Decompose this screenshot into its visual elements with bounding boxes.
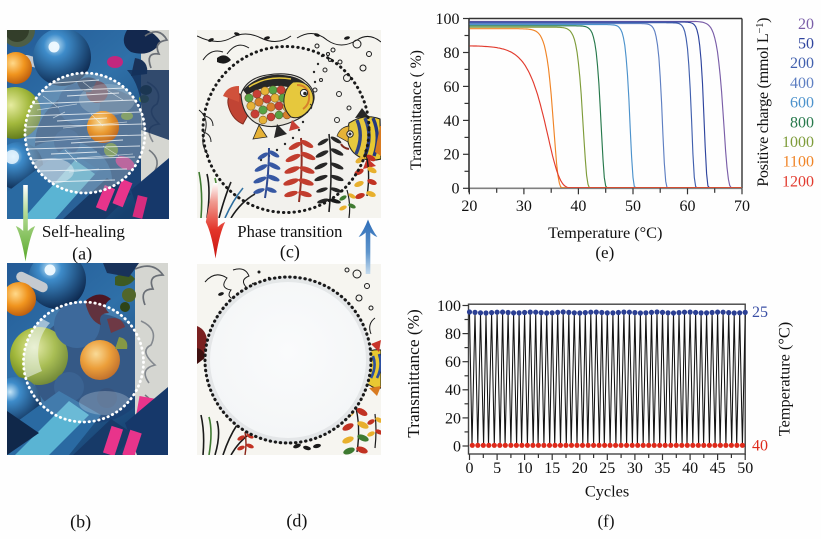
svg-text:100: 100	[437, 298, 461, 315]
svg-text:25: 25	[752, 304, 768, 321]
svg-text:60: 60	[680, 198, 696, 215]
svg-text:0: 0	[466, 460, 474, 477]
svg-text:30: 30	[516, 198, 532, 215]
svg-text:400: 400	[790, 75, 814, 92]
svg-text:Transmittance (%): Transmittance (%)	[404, 309, 423, 437]
svg-text:80: 80	[444, 45, 460, 62]
svg-text:40: 40	[682, 460, 698, 477]
svg-text:200: 200	[790, 55, 814, 72]
svg-text:Temperature (°C): Temperature (°C)	[775, 322, 794, 436]
svg-text:Temperature (°C): Temperature (°C)	[548, 223, 662, 242]
svg-text:80: 80	[445, 326, 461, 343]
svg-text:Transmittance ( %): Transmittance ( %)	[408, 50, 425, 170]
svg-text:10: 10	[517, 460, 533, 477]
svg-text:1000: 1000	[782, 134, 814, 151]
svg-text:35: 35	[655, 460, 671, 477]
svg-text:40: 40	[752, 437, 768, 454]
svg-text:600: 600	[790, 95, 814, 112]
svg-text:50: 50	[798, 36, 814, 53]
svg-text:70: 70	[734, 198, 750, 215]
svg-text:40: 40	[445, 382, 461, 399]
svg-text:1100: 1100	[783, 154, 814, 171]
svg-text:20: 20	[445, 410, 461, 427]
svg-text:50: 50	[737, 460, 753, 477]
svg-text:30: 30	[627, 460, 643, 477]
svg-text:1200: 1200	[782, 173, 814, 190]
svg-text:20: 20	[444, 147, 460, 164]
svg-text:(e): (e)	[595, 243, 614, 262]
svg-text:40: 40	[570, 198, 586, 215]
svg-text:100: 100	[436, 11, 460, 28]
svg-text:60: 60	[445, 354, 461, 371]
svg-text:(f): (f)	[598, 512, 615, 531]
svg-text:20: 20	[461, 198, 477, 215]
svg-text:20: 20	[798, 16, 814, 33]
svg-text:15: 15	[544, 460, 560, 477]
svg-text:0: 0	[453, 438, 461, 455]
svg-text:5: 5	[493, 460, 501, 477]
svg-text:50: 50	[625, 198, 641, 215]
svg-text:Positive charge (mmol L−1): Positive charge (mmol L−1)	[754, 18, 772, 187]
svg-text:45: 45	[710, 460, 726, 477]
svg-text:60: 60	[444, 79, 460, 96]
svg-text:800: 800	[790, 114, 814, 131]
svg-text:25: 25	[599, 460, 615, 477]
svg-text:20: 20	[572, 460, 588, 477]
svg-text:40: 40	[444, 113, 460, 130]
svg-text:0: 0	[452, 181, 460, 198]
svg-text:Cycles: Cycles	[585, 482, 629, 501]
